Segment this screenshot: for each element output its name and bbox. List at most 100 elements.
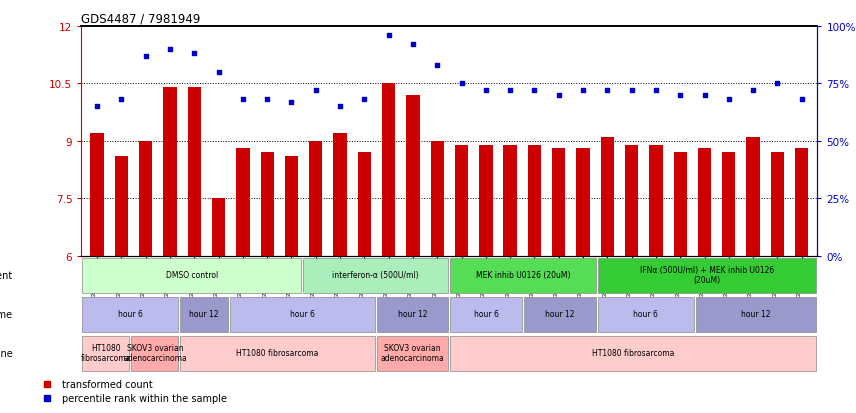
Bar (698, 149, 711, 256)
Text: MEK inhib U0126 (20uM): MEK inhib U0126 (20uM) (476, 271, 570, 280)
Point (358, 97, 372, 104)
Bar (431, 141, 444, 256)
Point (674, 92, 687, 99)
Text: cell line: cell line (0, 348, 13, 358)
Point (382, 33, 395, 39)
Point (115, 97, 128, 104)
Bar (309, 141, 323, 256)
Bar (450, 298, 522, 332)
Bar (187, 88, 201, 256)
Point (139, 53, 152, 60)
Bar (285, 157, 298, 256)
Point (260, 97, 274, 104)
Bar (625, 145, 639, 256)
Bar (377, 298, 449, 332)
Point (795, 97, 809, 104)
Text: transformed count: transformed count (62, 379, 153, 389)
Point (309, 88, 323, 94)
Point (770, 81, 784, 88)
Bar (795, 149, 808, 256)
Text: hour 12: hour 12 (741, 309, 771, 318)
Bar (479, 145, 492, 256)
Bar (229, 298, 375, 332)
Text: HT1080 fibrosarcoma: HT1080 fibrosarcoma (236, 348, 318, 357)
Bar (576, 149, 590, 256)
Bar (649, 145, 663, 256)
Point (552, 92, 566, 99)
Text: hour 12: hour 12 (398, 309, 427, 318)
Bar (722, 153, 735, 256)
Bar (455, 145, 468, 256)
Bar (528, 145, 541, 256)
Text: SKOV3 ovarian
adenocarcinoma: SKOV3 ovarian adenocarcinoma (381, 343, 444, 363)
Bar (91, 134, 104, 256)
Text: SKOV3 ovarian
adenocarcinoma: SKOV3 ovarian adenocarcinoma (123, 343, 187, 363)
Bar (333, 134, 347, 256)
Text: DMSO control: DMSO control (165, 271, 218, 280)
Point (187, 51, 201, 58)
Bar (131, 337, 179, 370)
Point (576, 88, 590, 94)
Bar (601, 138, 614, 256)
Point (698, 92, 711, 99)
Bar (82, 298, 179, 332)
Bar (115, 157, 128, 256)
Point (455, 81, 468, 88)
Bar (181, 298, 228, 332)
Bar (450, 337, 817, 370)
Point (236, 97, 250, 104)
Point (431, 62, 444, 69)
Point (285, 99, 299, 106)
Point (649, 88, 663, 94)
Text: GDS4487 / 7981949: GDS4487 / 7981949 (81, 13, 200, 26)
Point (211, 69, 225, 76)
Bar (407, 96, 419, 256)
Bar (450, 259, 596, 293)
Point (527, 88, 541, 94)
Text: hour 6: hour 6 (473, 309, 499, 318)
Bar (181, 337, 375, 370)
Point (163, 47, 177, 53)
Text: agent: agent (0, 270, 13, 280)
Bar (382, 84, 395, 256)
Bar (139, 141, 152, 256)
Bar (746, 138, 760, 256)
Bar (163, 88, 176, 256)
Bar (696, 298, 817, 332)
Bar (597, 259, 817, 293)
Text: interferon-α (500U/ml): interferon-α (500U/ml) (332, 271, 419, 280)
Point (746, 88, 760, 94)
Text: HT1080
fibrosarcoma: HT1080 fibrosarcoma (80, 343, 131, 363)
Bar (377, 337, 449, 370)
Bar (552, 149, 566, 256)
Text: hour 6: hour 6 (289, 309, 315, 318)
Text: hour 12: hour 12 (189, 309, 219, 318)
Text: percentile rank within the sample: percentile rank within the sample (62, 394, 228, 404)
Point (90, 104, 104, 110)
Text: IFNα (500U/ml) + MEK inhib U0126
(20uM): IFNα (500U/ml) + MEK inhib U0126 (20uM) (640, 266, 774, 285)
Text: hour 12: hour 12 (545, 309, 574, 318)
Text: hour 6: hour 6 (633, 309, 658, 318)
Bar (524, 298, 596, 332)
Point (600, 88, 614, 94)
Bar (503, 145, 517, 256)
Bar (770, 153, 784, 256)
Bar (597, 298, 694, 332)
Bar (260, 153, 274, 256)
Point (479, 88, 493, 94)
Bar (358, 153, 371, 256)
Bar (674, 153, 687, 256)
Point (333, 104, 347, 110)
Bar (236, 149, 250, 256)
Point (406, 42, 419, 48)
Bar (303, 259, 449, 293)
Point (625, 88, 639, 94)
Bar (212, 199, 225, 256)
Text: hour 6: hour 6 (118, 309, 143, 318)
Text: time: time (0, 309, 13, 319)
Point (722, 97, 735, 104)
Bar (82, 337, 129, 370)
Point (503, 88, 517, 94)
Bar (82, 259, 301, 293)
Text: HT1080 fibrosarcoma: HT1080 fibrosarcoma (592, 348, 675, 357)
